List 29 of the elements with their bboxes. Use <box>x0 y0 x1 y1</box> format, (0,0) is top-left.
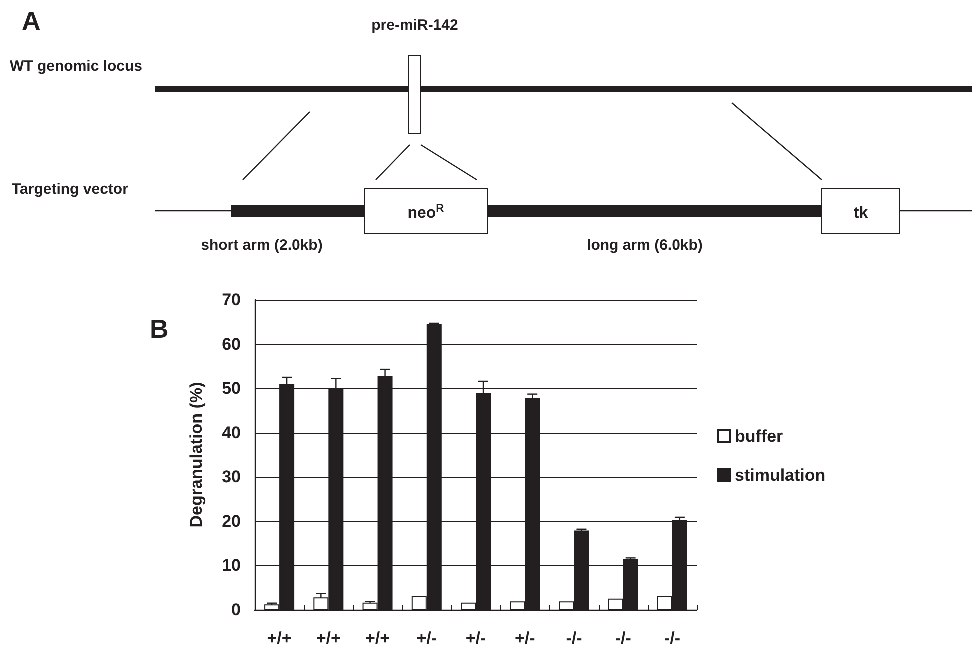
text: A <box>22 6 41 36</box>
x-tick-label: +/+ <box>365 629 390 648</box>
legend-label: buffer <box>735 427 784 446</box>
text: long arm (6.0kb) <box>587 237 703 254</box>
x-tick-label: +/+ <box>316 629 342 648</box>
y-axis-title: Degranulation (%) <box>187 382 206 528</box>
text: tk <box>854 205 868 222</box>
x-tick-label: -/- <box>566 629 582 648</box>
text: short arm (2.0kb) <box>201 237 323 254</box>
y-tick-label: 40 <box>222 423 241 442</box>
x-tick-label: +/- <box>416 629 438 648</box>
x-tick-label: -/- <box>664 629 680 648</box>
text: neo$^{R}$ <box>408 203 444 222</box>
text: pre-miR-142 <box>372 17 458 34</box>
text: B <box>150 314 169 345</box>
text: WT genomic locus <box>10 58 143 75</box>
y-tick-label: 50 <box>222 379 241 398</box>
y-tick-label: 10 <box>222 556 241 576</box>
x-tick-label: +/+ <box>267 629 292 648</box>
x-tick-label: +/- <box>514 629 536 648</box>
legend-label: stimulation <box>735 466 826 485</box>
text: Targeting vector <box>12 181 129 198</box>
x-tick-label: +/- <box>466 629 486 648</box>
y-tick-label: 0 <box>232 600 241 620</box>
y-tick-label: 30 <box>222 468 241 487</box>
y-tick-label: 70 <box>222 290 241 310</box>
y-tick-label: 60 <box>222 334 241 354</box>
y-tick-label: 20 <box>222 512 241 531</box>
x-tick-label: -/- <box>615 629 632 648</box>
